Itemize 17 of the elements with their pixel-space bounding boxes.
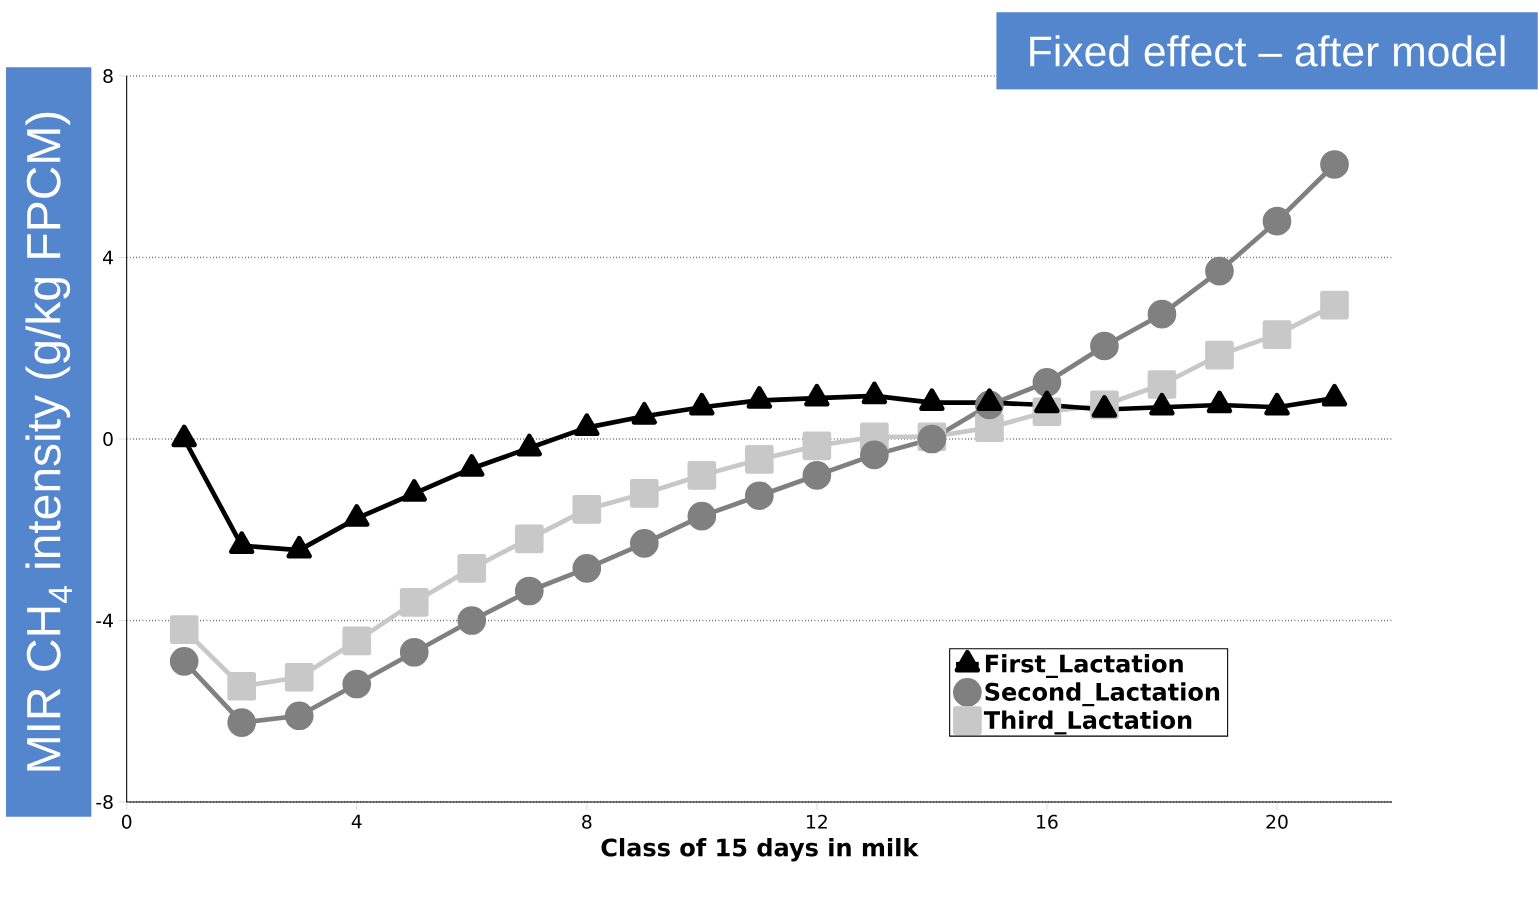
y-axis-title: MIR CH$_{4}$ intensity (g/kg FPCM)	[25, 112, 72, 771]
y-tick-label: 0	[103, 431, 113, 447]
x-tick-label: 20	[1266, 814, 1288, 829]
legend-label: Third_Lactation	[983, 710, 1192, 735]
x-tick-label: 16	[1037, 814, 1058, 829]
x-tick-label: 8	[582, 814, 592, 829]
y-tick-label: 4	[103, 250, 113, 265]
x-axis-title: Class of 15 days in milk	[601, 837, 919, 862]
legend-label: Second_Lactation	[985, 682, 1220, 707]
y-tick-label: -8	[96, 794, 113, 810]
y-tick-label: -4	[96, 613, 113, 628]
x-tick-label: 4	[351, 814, 362, 829]
x-tick-label: 12	[807, 814, 827, 829]
y-tick-label: 8	[103, 68, 113, 84]
chart-title: Fixed effect – after model	[1030, 35, 1505, 67]
legend-label: First_Lactation	[985, 654, 1183, 678]
x-tick-label: 0	[121, 814, 132, 829]
